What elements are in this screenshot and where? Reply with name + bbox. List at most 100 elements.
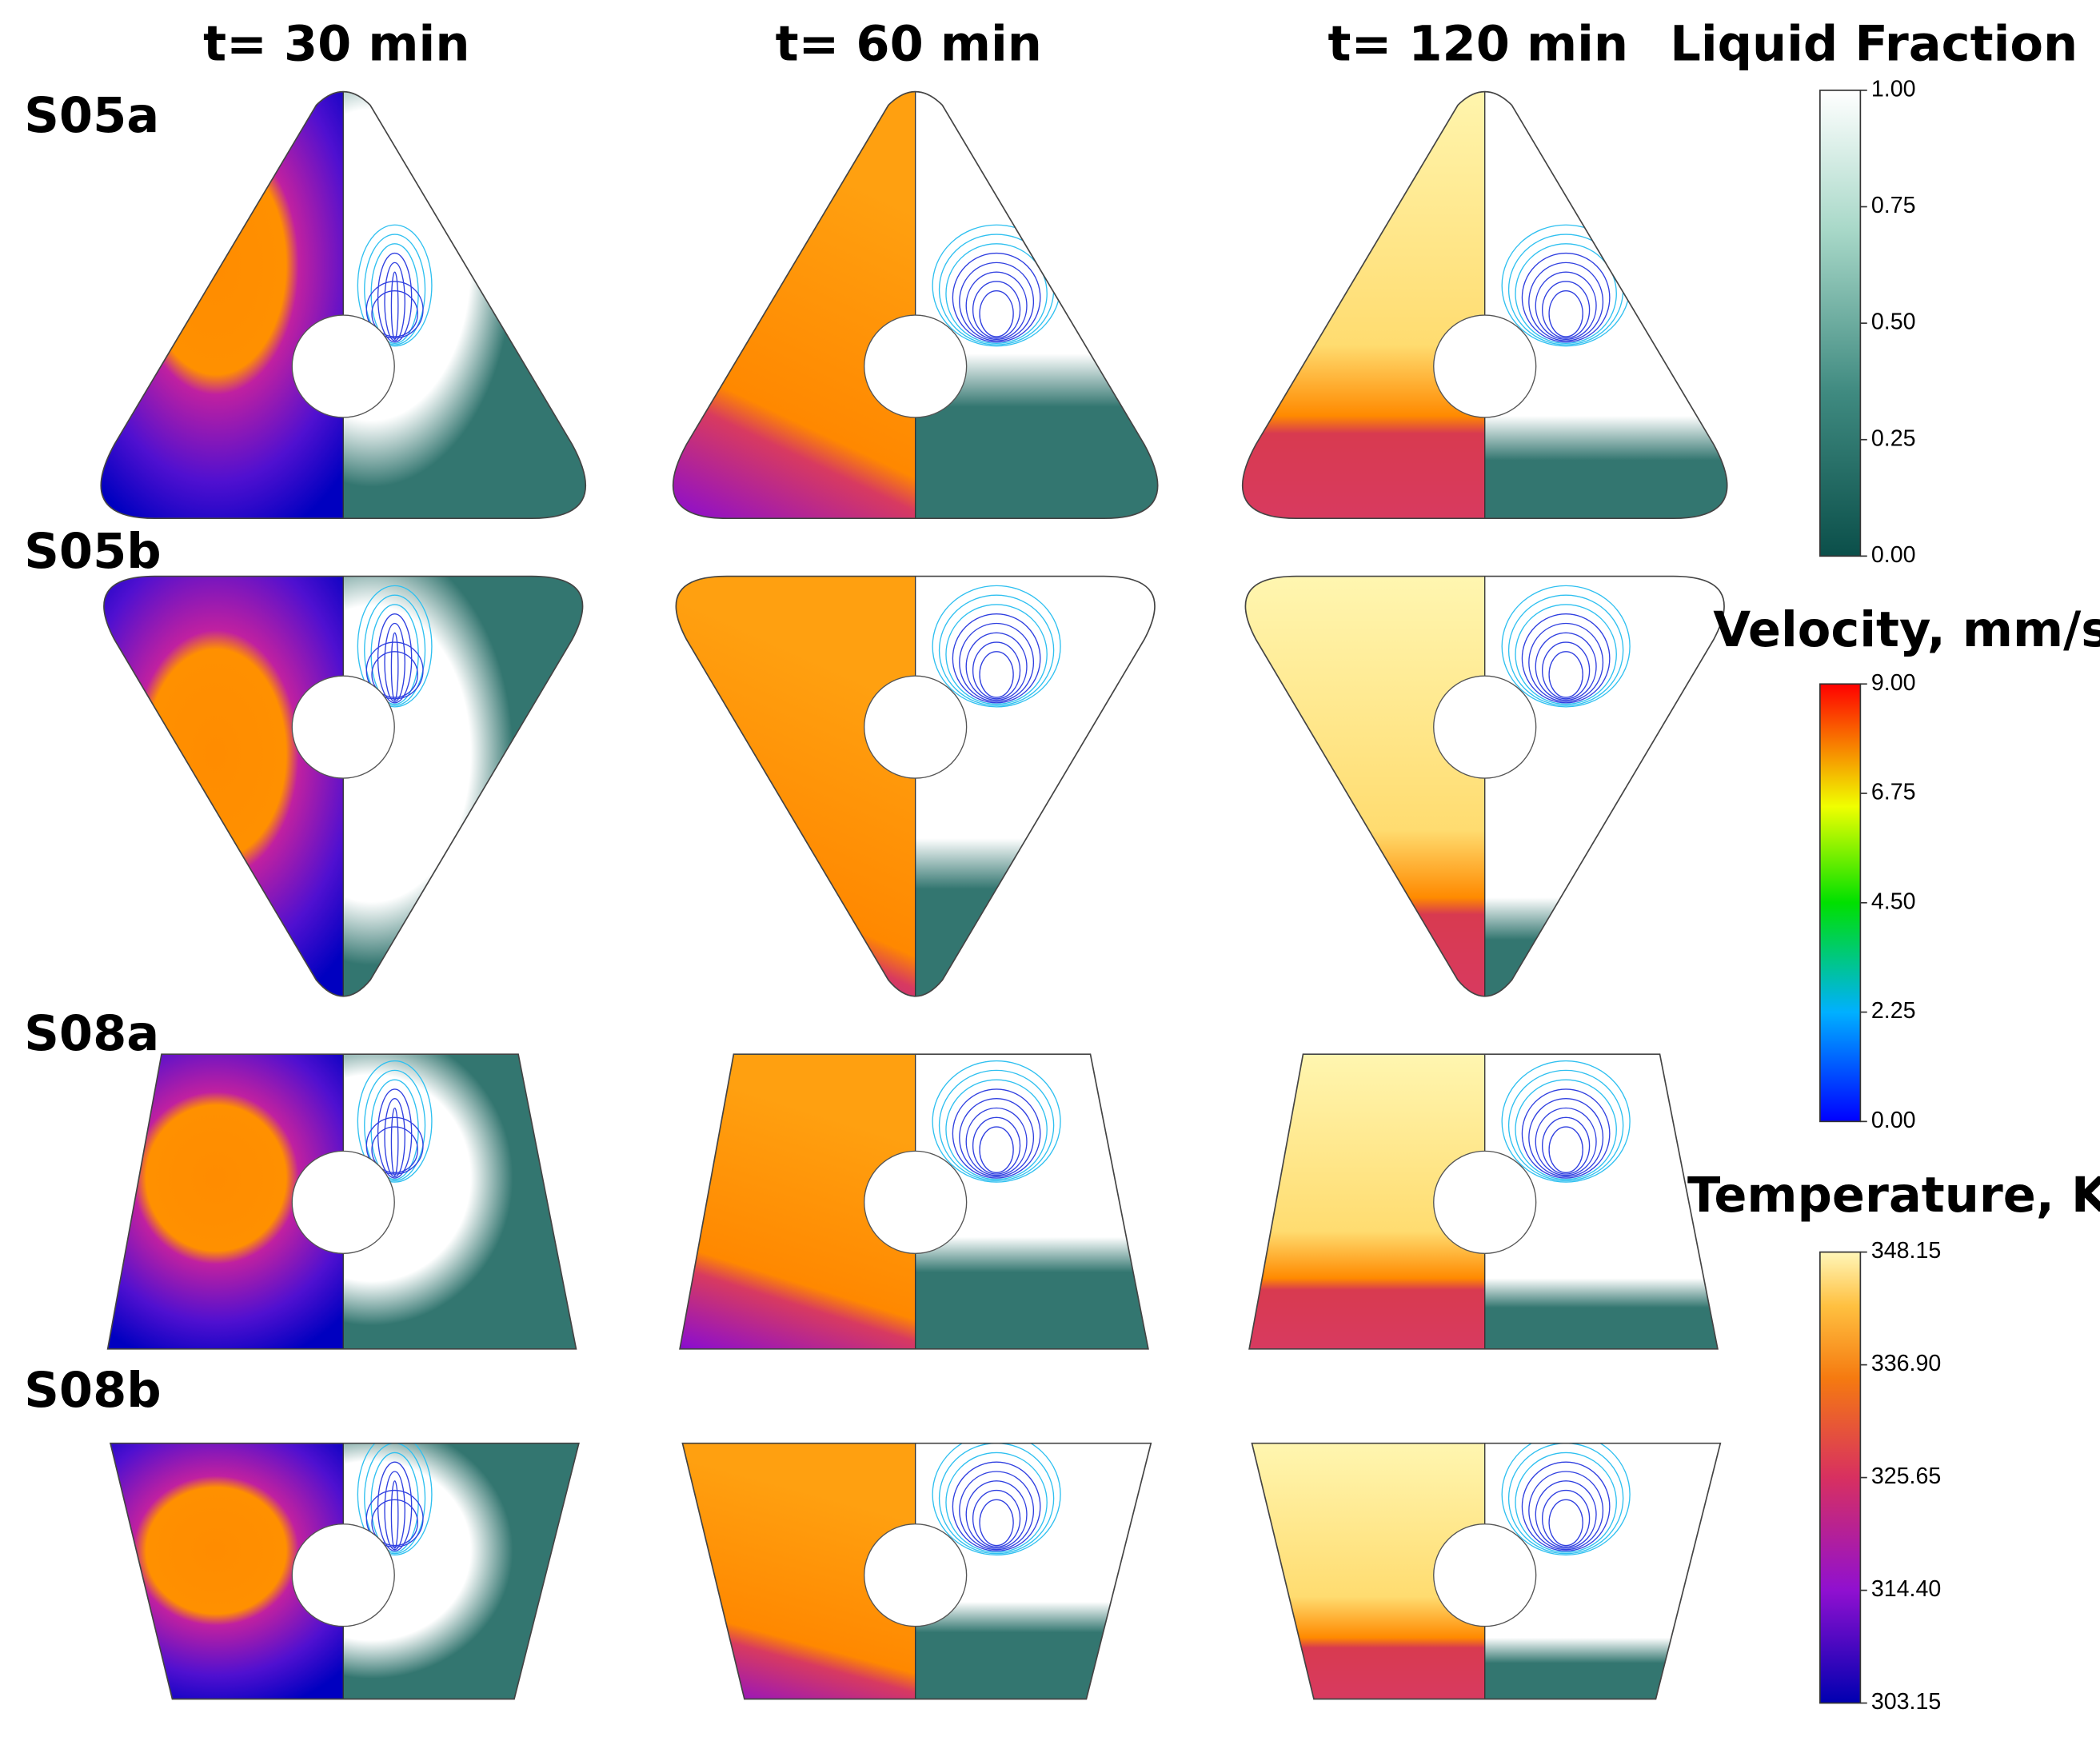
- colorbar: [1819, 683, 1862, 1123]
- streamline: [371, 1126, 418, 1173]
- streamline: [938, 1443, 1055, 1555]
- row-label: S05a: [24, 88, 159, 144]
- panel-outline: [681, 1442, 1152, 1700]
- streamline: [1521, 1461, 1611, 1551]
- streamline: [390, 632, 399, 701]
- tube: [864, 1150, 968, 1254]
- streamline: [357, 224, 433, 347]
- streamline: [952, 613, 1041, 704]
- streamline: [365, 1489, 424, 1547]
- streamline: [1515, 604, 1617, 705]
- streamline: [979, 1499, 1014, 1547]
- streamline: [945, 1079, 1048, 1180]
- streamline: [1542, 1489, 1591, 1547]
- temperature-field: [101, 91, 344, 519]
- colorbar-tick-label: 9.00: [1871, 670, 1916, 696]
- tube: [864, 314, 968, 418]
- streamline: [979, 290, 1014, 337]
- row-label: S05b: [24, 524, 161, 580]
- streamline: [938, 594, 1055, 706]
- streamline: [965, 1107, 1028, 1176]
- streamline: [932, 585, 1061, 708]
- streamline: [1542, 281, 1591, 339]
- streamline: [945, 243, 1048, 345]
- panel-outline: [106, 1053, 577, 1350]
- panel-outline: [103, 575, 584, 997]
- streamline: [1521, 252, 1611, 343]
- liquid-fraction-field: [915, 91, 1158, 519]
- streamline: [965, 271, 1028, 340]
- streamline: [1548, 651, 1583, 698]
- row-label: S08b: [24, 1363, 161, 1419]
- colorbar-tick-label: 303.15: [1871, 1689, 1942, 1715]
- panel-outline: [672, 90, 1159, 520]
- panel-outline: [1251, 1442, 1722, 1700]
- streamline: [952, 1088, 1041, 1179]
- streamline: [357, 1060, 433, 1183]
- streamline: [1528, 1098, 1604, 1178]
- panel: [103, 576, 583, 996]
- streamline: [1521, 1088, 1611, 1179]
- colorbar-tick-label: 0.25: [1871, 425, 1916, 451]
- panel-outline: [109, 1442, 580, 1700]
- colorbar-tick-label: 0.00: [1871, 1108, 1916, 1133]
- streamline: [945, 604, 1048, 705]
- colorbar-tick-label: 4.50: [1871, 888, 1916, 914]
- column-title: t= 120 min: [1328, 17, 1628, 73]
- streamline: [959, 262, 1035, 341]
- liquid-fraction-field: [1484, 91, 1727, 519]
- streamline: [1548, 290, 1583, 337]
- streamline: [945, 1452, 1048, 1553]
- colorbar: [1819, 1251, 1862, 1704]
- temperature-field: [1242, 91, 1485, 519]
- colorbar-tick-label: 0.75: [1871, 193, 1916, 218]
- panel: [1242, 91, 1727, 519]
- streamline: [1507, 1069, 1624, 1182]
- streamline: [972, 641, 1021, 700]
- colorbar-title: Liquid Fraction: [1670, 17, 2078, 73]
- streamline: [1501, 1060, 1631, 1183]
- tube: [1433, 675, 1537, 779]
- streamline: [365, 1116, 424, 1175]
- tube: [291, 314, 395, 418]
- streamline: [959, 622, 1035, 702]
- streamline: [938, 1069, 1055, 1182]
- streamline: [932, 1060, 1061, 1183]
- panel: [673, 91, 1158, 519]
- colorbar-tick-label: 6.75: [1871, 780, 1916, 805]
- streamline: [932, 1443, 1061, 1556]
- streamline: [972, 1116, 1021, 1175]
- streamline: [390, 1107, 399, 1176]
- streamline: [371, 651, 418, 698]
- liquid-fraction-field: [343, 91, 586, 519]
- streamline: [364, 1443, 426, 1555]
- streamline: [365, 641, 424, 700]
- streamline: [952, 1461, 1041, 1551]
- tube: [864, 675, 968, 779]
- tube: [864, 1523, 968, 1627]
- streamline: [371, 1499, 418, 1547]
- colorbar-tick-label: 0.50: [1871, 309, 1916, 335]
- tube: [291, 675, 395, 779]
- colorbar-title: Velocity, mm/s: [1713, 602, 2100, 658]
- streamline: [1521, 613, 1611, 704]
- tube: [1433, 1150, 1537, 1254]
- colorbar-tick-label: 336.90: [1871, 1351, 1942, 1376]
- panel: [1245, 576, 1725, 996]
- streamline: [1548, 1126, 1583, 1173]
- streamline: [384, 1098, 405, 1178]
- streamline: [390, 271, 399, 340]
- panel-outline: [679, 1053, 1149, 1350]
- streamline: [364, 1069, 426, 1182]
- streamline: [965, 632, 1028, 701]
- streamline: [979, 651, 1014, 698]
- tube: [291, 1150, 395, 1254]
- streamline: [1501, 585, 1631, 708]
- row-label: S08a: [24, 1006, 159, 1062]
- streamline: [1507, 1443, 1624, 1555]
- panel-outline: [1241, 90, 1728, 520]
- colorbar-title: Temperature, K: [1687, 1168, 2100, 1224]
- panel-outline: [1248, 1053, 1719, 1350]
- streamline: [1548, 1499, 1583, 1547]
